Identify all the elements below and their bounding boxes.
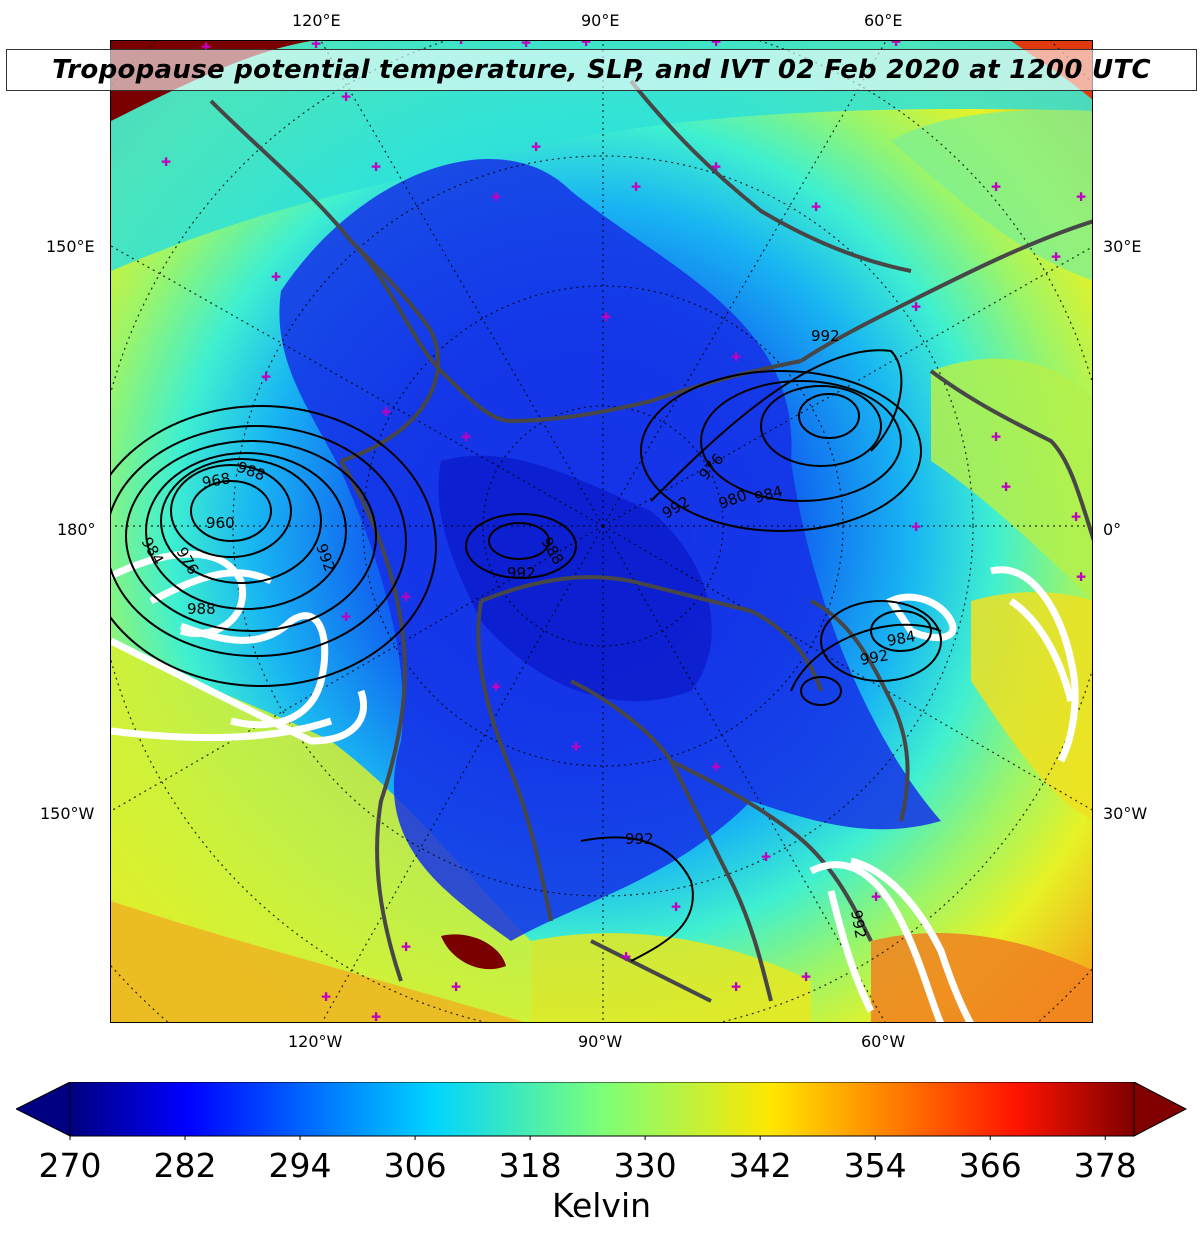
slp-labels: 992 976 980 984 992 988 992 968 960 988 … [138, 327, 917, 940]
polar-map: ✚ ✚ ✚ ✚ ✚ ✚ ✚✚ ✚ ✚✚ ✚ ✚✚ ✚ ✚✚ ✚ ✚✚ ✚ ✚✚ ✚ ✚✚ ✚ ✚✚ ✚ … [111, 41, 1092, 1023]
map-title: Tropopause potential temperature, SLP, a… [52, 55, 1151, 85]
svg-text:✚: ✚ [581, 41, 591, 49]
colorbar-tick-label: 378 [1073, 1146, 1137, 1185]
svg-text:✚: ✚ [571, 740, 581, 754]
lon-label-left-150w: 150°W [40, 804, 95, 823]
svg-text:✚: ✚ [491, 680, 501, 694]
slp-label: 968 [201, 469, 232, 492]
svg-text:✚: ✚ [491, 190, 501, 204]
lon-label-bottom-90w: 90°W [578, 1032, 623, 1051]
theta-warm-atlantic [971, 592, 1092, 820]
slp-label: 984 [886, 627, 917, 650]
lon-label-right-0: 0° [1103, 520, 1122, 539]
colorbar-tick-label: 354 [843, 1146, 907, 1185]
svg-text:✚: ✚ [341, 610, 351, 624]
svg-text:✚: ✚ [621, 950, 631, 964]
svg-text:✚: ✚ [731, 350, 741, 364]
svg-text:✚: ✚ [321, 990, 331, 1004]
svg-text:✚: ✚ [731, 980, 741, 994]
slp-label: 992 [811, 327, 840, 345]
svg-text:✚: ✚ [271, 270, 281, 284]
svg-text:✚: ✚ [201, 41, 211, 54]
coastlines [209, 79, 1092, 1003]
lon-label-top-120e: 120°E [292, 11, 341, 30]
theta-warm-conus [531, 933, 811, 1022]
slp-label: 992 [847, 909, 870, 940]
colorbar-tick-label: 282 [153, 1146, 217, 1185]
svg-text:✚: ✚ [601, 310, 611, 324]
slp-contours [111, 349, 942, 962]
theta-hot-spot [441, 934, 506, 970]
theta-band-north [111, 41, 1092, 271]
colorbar-tick-label: 342 [728, 1146, 792, 1185]
map-panel: ✚ ✚ ✚ ✚ ✚ ✚ ✚ ✚ ✚ ✚ ✚ ✚ ✚ ✚ ✚ ✚ ✚ ✚ ✚ ✚ ✚ ✚ ✚ ✚ ✚ ✚ ✚ ✚ ✚ ✚ … [110, 40, 1093, 1023]
svg-text:✚: ✚ [711, 41, 721, 49]
colorbar-tick-label: 294 [268, 1146, 332, 1185]
station-markers: ✚ ✚ ✚ ✚ ✚ ✚ ✚✚ ✚ ✚✚ ✚ ✚✚ ✚ ✚✚ ✚ ✚✚ ✚ ✚✚ ✚ ✚✚ ✚ ✚✚ ✚ … [161, 41, 1086, 1023]
svg-text:✚: ✚ [711, 760, 721, 774]
svg-text:✚: ✚ [461, 430, 471, 444]
ivt-contours [111, 550, 1079, 1022]
colorbar-ticks [69, 1136, 1106, 1140]
colorbar-tick-label: 306 [383, 1146, 447, 1185]
svg-text:✚: ✚ [401, 590, 411, 604]
lon-label-right-30e: 30°E [1103, 237, 1142, 256]
colorbar-tick-label: 318 [498, 1146, 562, 1185]
svg-text:✚: ✚ [671, 900, 681, 914]
colorbar-tick-label: 366 [958, 1146, 1022, 1185]
svg-text:✚: ✚ [451, 980, 461, 994]
svg-text:✚: ✚ [261, 370, 271, 384]
svg-text:✚: ✚ [631, 180, 641, 194]
map-title-box: Tropopause potential temperature, SLP, a… [6, 49, 1197, 91]
lon-label-bottom-120w: 120°W [288, 1032, 343, 1051]
theta-warm-europe [931, 358, 1092, 600]
svg-text:✚: ✚ [371, 1010, 381, 1023]
svg-text:✚: ✚ [531, 140, 541, 154]
svg-text:✚: ✚ [456, 41, 466, 47]
slp-label: 992 [625, 830, 654, 848]
svg-text:✚: ✚ [1051, 250, 1061, 264]
slp-label: 960 [206, 514, 235, 532]
svg-text:✚: ✚ [1001, 480, 1011, 494]
lon-label-right-30w: 30°W [1103, 804, 1148, 823]
svg-text:✚: ✚ [811, 200, 821, 214]
svg-text:✚: ✚ [1071, 510, 1081, 524]
svg-text:✚: ✚ [1076, 190, 1086, 204]
svg-text:✚: ✚ [341, 90, 351, 104]
svg-text:✚: ✚ [161, 155, 171, 169]
svg-text:✚: ✚ [891, 41, 901, 49]
lon-label-top-90e: 90°E [581, 11, 620, 30]
slp-label: 988 [187, 600, 216, 618]
svg-text:✚: ✚ [711, 160, 721, 174]
svg-text:✚: ✚ [761, 850, 771, 864]
colorbar-extend-high [1133, 1082, 1188, 1137]
svg-text:✚: ✚ [381, 405, 391, 419]
slp-label: 992 [507, 564, 536, 582]
svg-text:✚: ✚ [911, 300, 921, 314]
theta-hot-pacific [111, 901, 525, 1022]
svg-text:✚: ✚ [991, 180, 1001, 194]
svg-text:✚: ✚ [871, 890, 881, 904]
graticule [111, 41, 1092, 1022]
svg-text:✚: ✚ [801, 970, 811, 984]
colorbar-extend-low [16, 1082, 71, 1137]
slp-label: 992 [859, 646, 890, 669]
svg-text:✚: ✚ [371, 160, 381, 174]
colorbar-tick-label: 270 [38, 1146, 102, 1185]
theta-hot-gulf [871, 933, 1092, 1022]
svg-text:✚: ✚ [311, 41, 321, 51]
lon-label-bottom-60w: 60°W [861, 1032, 906, 1051]
colorbar-ramp [69, 1082, 1135, 1137]
colorbar [16, 1082, 1188, 1140]
lon-label-left-150e: 150°E [46, 237, 95, 256]
svg-text:✚: ✚ [911, 520, 921, 534]
lon-label-left-180: 180° [57, 520, 96, 539]
colorbar-label: Kelvin [551, 1186, 652, 1225]
colorbar-tick-label: 330 [613, 1146, 677, 1185]
lon-label-top-60e: 60°E [864, 11, 903, 30]
svg-text:✚: ✚ [521, 41, 531, 50]
svg-text:✚: ✚ [991, 430, 1001, 444]
svg-text:✚: ✚ [1076, 570, 1086, 584]
svg-text:✚: ✚ [401, 940, 411, 954]
